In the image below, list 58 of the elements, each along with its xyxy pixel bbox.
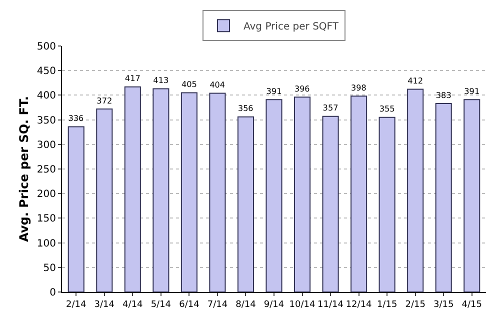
bar [68,126,84,292]
x-tick-label: 3/14 [94,300,115,310]
bar [435,103,452,292]
y-tick-label: 450 [36,66,56,78]
x-tick-label: 8/14 [236,300,256,310]
bar [322,116,339,292]
data-label: 356 [238,104,254,114]
y-tick-label: 500 [36,42,56,52]
y-tick-label: 50 [43,262,56,274]
bar [378,116,396,292]
y-tick-label: 200 [36,189,56,200]
y-tick-label: 0 [50,288,56,298]
bar [294,96,311,292]
bar [209,92,226,292]
y-tick-label: 250 [36,164,56,176]
x-tick-label: 7/14 [207,300,228,310]
y-tick-label: 400 [36,90,56,102]
data-label: 391 [464,86,480,96]
x-tick-label: 2/14 [66,300,87,310]
data-label: 412 [408,76,424,86]
data-label: 357 [322,102,338,113]
data-label: 404 [210,80,225,90]
data-label: 391 [266,86,282,96]
x-tick-label: 3/15 [433,300,454,310]
x-tick-label: 9/14 [264,300,284,310]
bar [266,99,282,292]
legend-label: Avg Price per SQFT [244,21,340,32]
data-label: 396 [294,84,310,94]
bar [407,88,424,292]
bar [96,108,113,292]
x-tick-label: 2/15 [405,300,426,310]
x-tick-label: 4/14 [122,300,144,310]
bar [152,88,170,292]
x-tick-label: 12/14 [346,300,372,310]
x-tick-label: 10/14 [289,300,316,310]
bar [237,116,254,292]
x-tick-label: 5/14 [150,300,172,310]
data-label: 417 [124,73,140,84]
data-label: 398 [351,84,366,93]
x-tick-label: 4/15 [462,300,482,310]
data-label: 413 [153,75,169,86]
y-tick-label: 150 [36,214,56,225]
y-tick-label: 300 [36,140,56,151]
y-tick-label: 350 [36,115,56,126]
x-tick-label: 11/14 [318,300,344,310]
data-label: 405 [181,79,197,90]
y-axis-title: Avg. Price per SQ. FT. [17,96,31,242]
data-label: 336 [68,114,84,124]
y-tick-label: 100 [36,238,56,250]
bar [180,92,198,292]
x-tick-label: 6/14 [179,300,200,310]
bar [350,96,368,292]
data-label: 383 [436,90,452,100]
bar [464,99,480,292]
data-label: 355 [379,104,395,114]
data-label: 372 [96,95,112,106]
x-tick-label: 1/15 [376,300,398,310]
bar [124,86,141,292]
